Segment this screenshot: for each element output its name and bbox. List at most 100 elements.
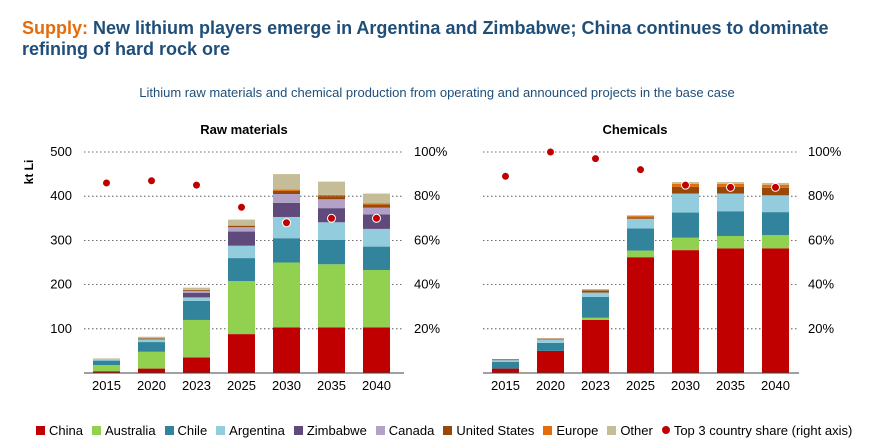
bar-segment — [582, 319, 609, 373]
bar-segment — [672, 237, 699, 251]
bar-segment — [537, 338, 564, 340]
top3-share-point — [501, 171, 510, 181]
x-tick-label: 2040 — [362, 378, 391, 393]
bar-segment — [762, 195, 789, 213]
bar-segment — [672, 186, 699, 194]
legend-label: United States — [456, 422, 535, 438]
bar-segment — [717, 248, 744, 373]
bar-segment — [717, 211, 744, 236]
bar-segment — [762, 235, 789, 249]
charts-canvas: Raw materials kt Li 100 200 300 400 500 20% 40% 6… — [22, 122, 842, 393]
legend-label: Zimbabwe — [306, 422, 367, 438]
bar-segment — [582, 317, 609, 320]
bar-segment — [492, 361, 519, 369]
x-tick-label: 2015 — [491, 378, 520, 393]
chart-title: Raw materials — [200, 122, 287, 137]
y2-tick-label: 80% — [414, 188, 440, 203]
x-tick-label: 2023 — [581, 378, 610, 393]
y-tick-label: 500 — [50, 144, 72, 159]
bar-segment — [93, 359, 120, 361]
bar-segment — [627, 228, 654, 251]
y2-tick-label: 40% — [414, 277, 440, 292]
bar-segment — [363, 207, 390, 215]
bar-segment — [183, 297, 210, 301]
top3-share-point — [591, 154, 600, 164]
title-text: New lithium players emerge in Argentina … — [22, 18, 829, 59]
x-tick-label: 2035 — [716, 378, 745, 393]
legend-label: Chile — [177, 422, 208, 438]
bar-segment — [582, 292, 609, 297]
legend-label: Argentina — [229, 422, 285, 438]
bar-segment — [537, 350, 564, 373]
bar-segment — [273, 190, 300, 194]
bar-segment — [318, 264, 345, 328]
bar-segment — [318, 181, 345, 195]
bar-segment — [228, 245, 255, 259]
y-tick-label: 300 — [50, 232, 72, 247]
legend-label: Top 3 country share (right axis) — [673, 422, 853, 438]
bar-segment — [582, 296, 609, 318]
chart-title: Chemicals — [602, 122, 667, 137]
bar-segment — [627, 216, 654, 218]
legend-label: Canada — [388, 422, 435, 438]
y2-tick-label: 60% — [414, 232, 440, 247]
bar-segment — [318, 222, 345, 240]
bar-segment — [273, 327, 300, 373]
x-tick-label: 2035 — [317, 378, 346, 393]
top3-share-point — [372, 213, 381, 223]
bar-segment — [183, 292, 210, 298]
legend-item: Europe — [543, 423, 598, 438]
bar-segment — [228, 227, 255, 232]
bar-segment — [492, 359, 519, 361]
bar-segment — [93, 358, 120, 360]
bar-segment — [318, 239, 345, 265]
x-tick-label: 2025 — [227, 378, 256, 393]
bar-segment — [717, 235, 744, 249]
top3-share-point — [636, 165, 645, 175]
bar-segment — [138, 368, 165, 373]
top3-share-point — [681, 180, 690, 190]
bar-segment — [582, 289, 609, 291]
legend-swatch-icon — [607, 425, 617, 435]
bar-segment — [138, 338, 165, 340]
bar-segment — [492, 368, 519, 373]
x-tick-label: 2030 — [671, 378, 700, 393]
page-title: Supply: New lithium players emerge in Ar… — [22, 18, 862, 60]
bar-segment — [627, 218, 654, 229]
bar-segment — [672, 193, 699, 213]
x-tick-label: 2025 — [626, 378, 655, 393]
bar-segment — [183, 287, 210, 290]
bar-segment — [627, 217, 654, 219]
bar-segment — [183, 290, 210, 293]
bar-segment — [183, 319, 210, 358]
legend-item: United States — [443, 423, 534, 438]
bar-segment — [363, 327, 390, 373]
bar-segment — [537, 342, 564, 351]
y2-tick-label: 100% — [808, 144, 842, 159]
x-tick-label: 2030 — [272, 378, 301, 393]
top3-share-point — [147, 176, 156, 186]
bar-segment — [537, 339, 564, 343]
bar-segment — [762, 212, 789, 236]
bar-segment — [672, 250, 699, 373]
x-tick-label: 2020 — [137, 378, 166, 393]
y-tick-label: 400 — [50, 188, 72, 203]
y2-tick-label: 60% — [808, 232, 834, 247]
bar-segment — [228, 281, 255, 335]
bar-segment — [363, 270, 390, 328]
top3-share-point — [327, 213, 336, 223]
y2-tick-label: 20% — [414, 321, 440, 336]
legend-item: Other — [607, 423, 653, 438]
top3-share-point — [102, 178, 111, 188]
legend-item: Chile — [164, 422, 208, 438]
title-keyword: Supply: — [22, 18, 88, 38]
bar-segment — [762, 248, 789, 373]
bar-segment — [627, 250, 654, 258]
bar-segment — [363, 204, 390, 208]
legend-item: Canada — [375, 422, 435, 438]
legend-swatch-icon — [36, 425, 45, 435]
bar-segment — [318, 194, 345, 197]
legend-swatch-icon — [443, 425, 453, 435]
bar-segment — [228, 258, 255, 282]
legend-label: Europe — [556, 422, 599, 438]
